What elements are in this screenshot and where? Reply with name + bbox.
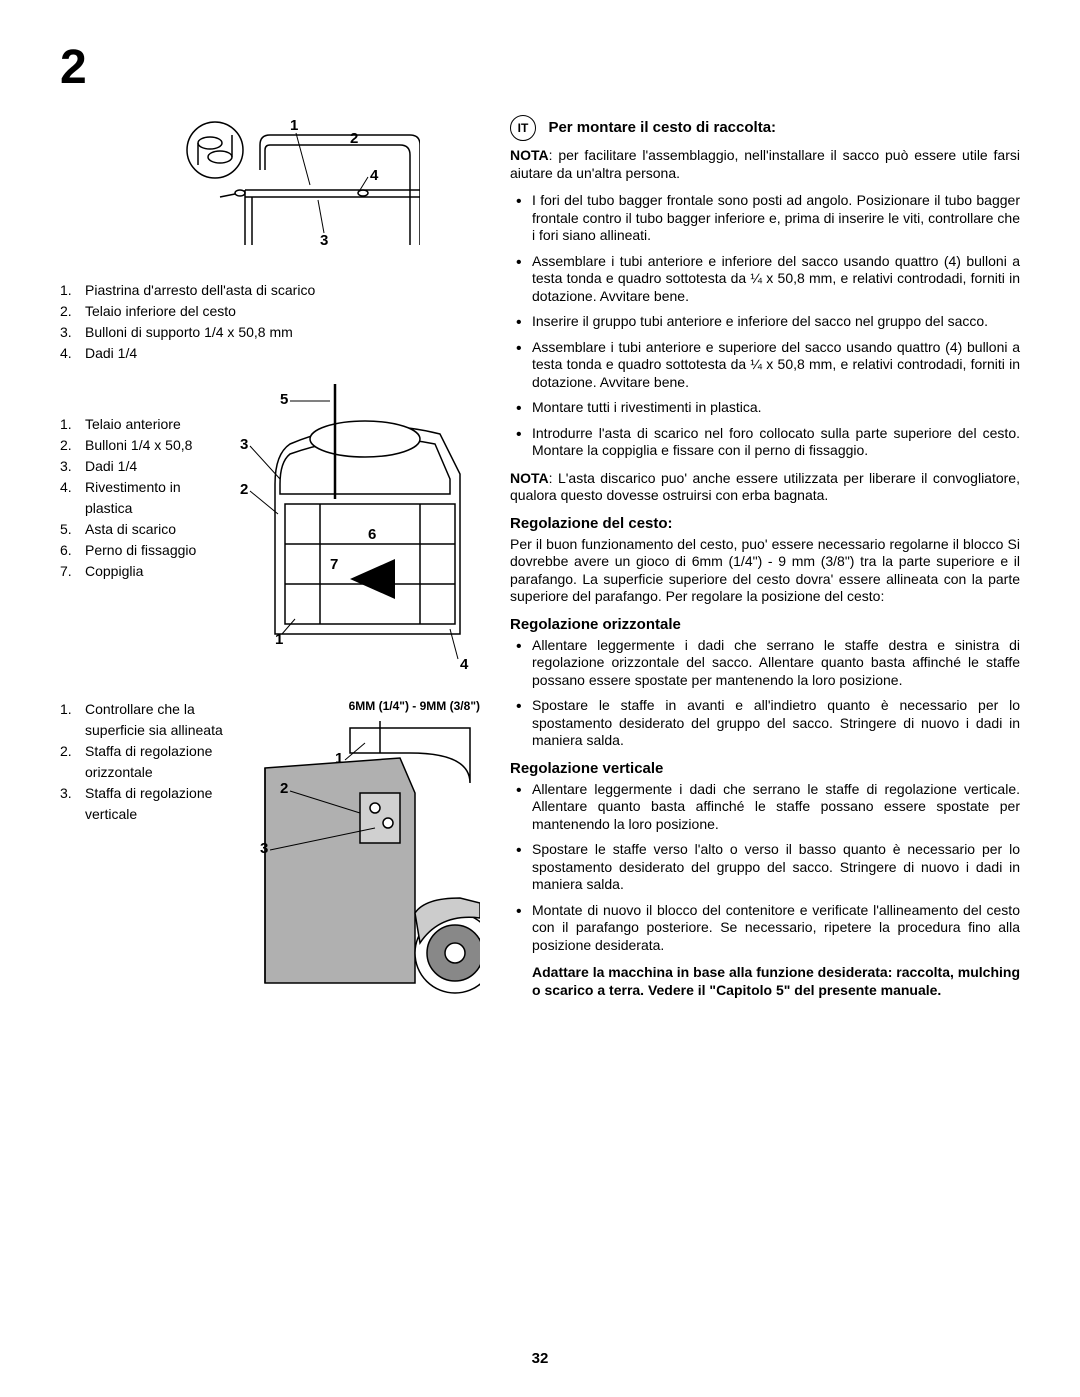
figure-1: 1 2 4 3 (60, 115, 480, 265)
fig1-callout-3: 3 (320, 232, 328, 249)
section-title-mount: Per montare il cesto di raccolta: (548, 119, 776, 136)
content-columns: 1 2 4 3 1.Piastrina d'arresto dell'asta … (60, 115, 1020, 1028)
left-column: 1 2 4 3 1.Piastrina d'arresto dell'asta … (60, 115, 480, 1028)
right-column: IT Per montare il cesto di raccolta: NOT… (510, 115, 1020, 1028)
bullets-horiz: Allentare leggermente i dadi che serrano… (510, 637, 1020, 750)
svg-text:2: 2 (280, 780, 288, 797)
figure-3: 6MM (1/4") - 9MM (3/8") (260, 699, 480, 1013)
chapter-number: 2 (60, 40, 1020, 95)
svg-text:5: 5 (280, 391, 288, 408)
svg-text:2: 2 (240, 481, 248, 498)
lang-badge-it: IT (510, 115, 536, 141)
fig3-parts-list: 1.Controllare che la superficie sia alli… (60, 699, 250, 1008)
nota-1: NOTA: per facilitare l'assemblaggio, nel… (510, 147, 1020, 182)
fig2-parts-list: 1.Telaio anteriore 2.Bulloni 1/4 x 50,8 … (60, 384, 210, 669)
svg-text:4: 4 (460, 656, 469, 673)
nota-2: NOTA: L'asta discarico puo' anche essere… (510, 470, 1020, 505)
fig3-gap-label: 6MM (1/4") - 9MM (3/8") (260, 699, 480, 713)
fig1-callout-2: 2 (350, 130, 358, 147)
fig1-callout-4: 4 (370, 167, 379, 184)
page-number-footer: 32 (0, 1350, 1080, 1367)
bullets-mount: I fori del tubo bagger frontale sono pos… (510, 192, 1020, 460)
fig1-callout-1: 1 (290, 117, 298, 134)
section-title-horiz: Regolazione orizzontale (510, 616, 1020, 633)
svg-text:3: 3 (260, 840, 268, 857)
bullets-vert: Allentare leggermente i dadi che serrano… (510, 781, 1020, 955)
svg-text:3: 3 (240, 436, 248, 453)
figure-2: 5 3 2 6 7 1 4 (220, 384, 480, 674)
svg-text:1: 1 (335, 750, 343, 767)
fig1-parts-list: 1.Piastrina d'arresto dell'asta di scari… (60, 280, 480, 364)
svg-text:6: 6 (368, 526, 376, 543)
para-adjust: Per il buon funzionamento del cesto, puo… (510, 536, 1020, 606)
final-bold-note: Adattare la macchina in base alla funzio… (532, 964, 1020, 999)
svg-text:7: 7 (330, 556, 338, 573)
section-title-vert: Regolazione verticale (510, 760, 1020, 777)
section-title-adjust: Regolazione del cesto: (510, 515, 1020, 532)
